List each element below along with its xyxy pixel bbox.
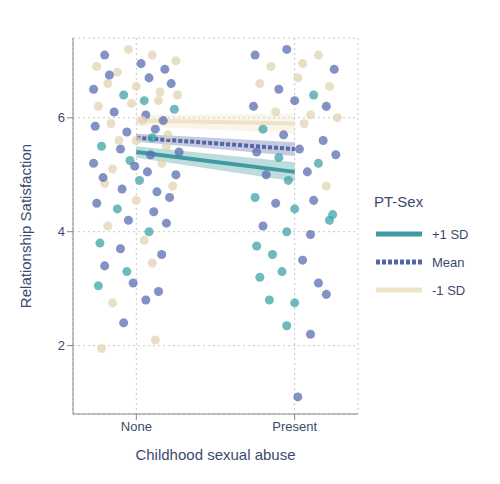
svg-text:Childhood sexual abuse: Childhood sexual abuse [135,446,295,463]
svg-text:Present: Present [272,419,317,434]
svg-text:Relationship Satisfaction: Relationship Satisfaction [17,144,34,308]
html-text:PT-Sex: PT-Sex [374,193,424,210]
html-text:+1 SD: +1 SD [432,226,469,242]
svg-text:None: None [121,419,152,434]
html-text:Mean: Mean [432,254,465,270]
html-text:-1 SD: -1 SD [432,282,466,298]
svg-text:6: 6 [58,110,65,125]
svg-text:4: 4 [58,224,65,239]
svg-text:2: 2 [58,338,65,353]
